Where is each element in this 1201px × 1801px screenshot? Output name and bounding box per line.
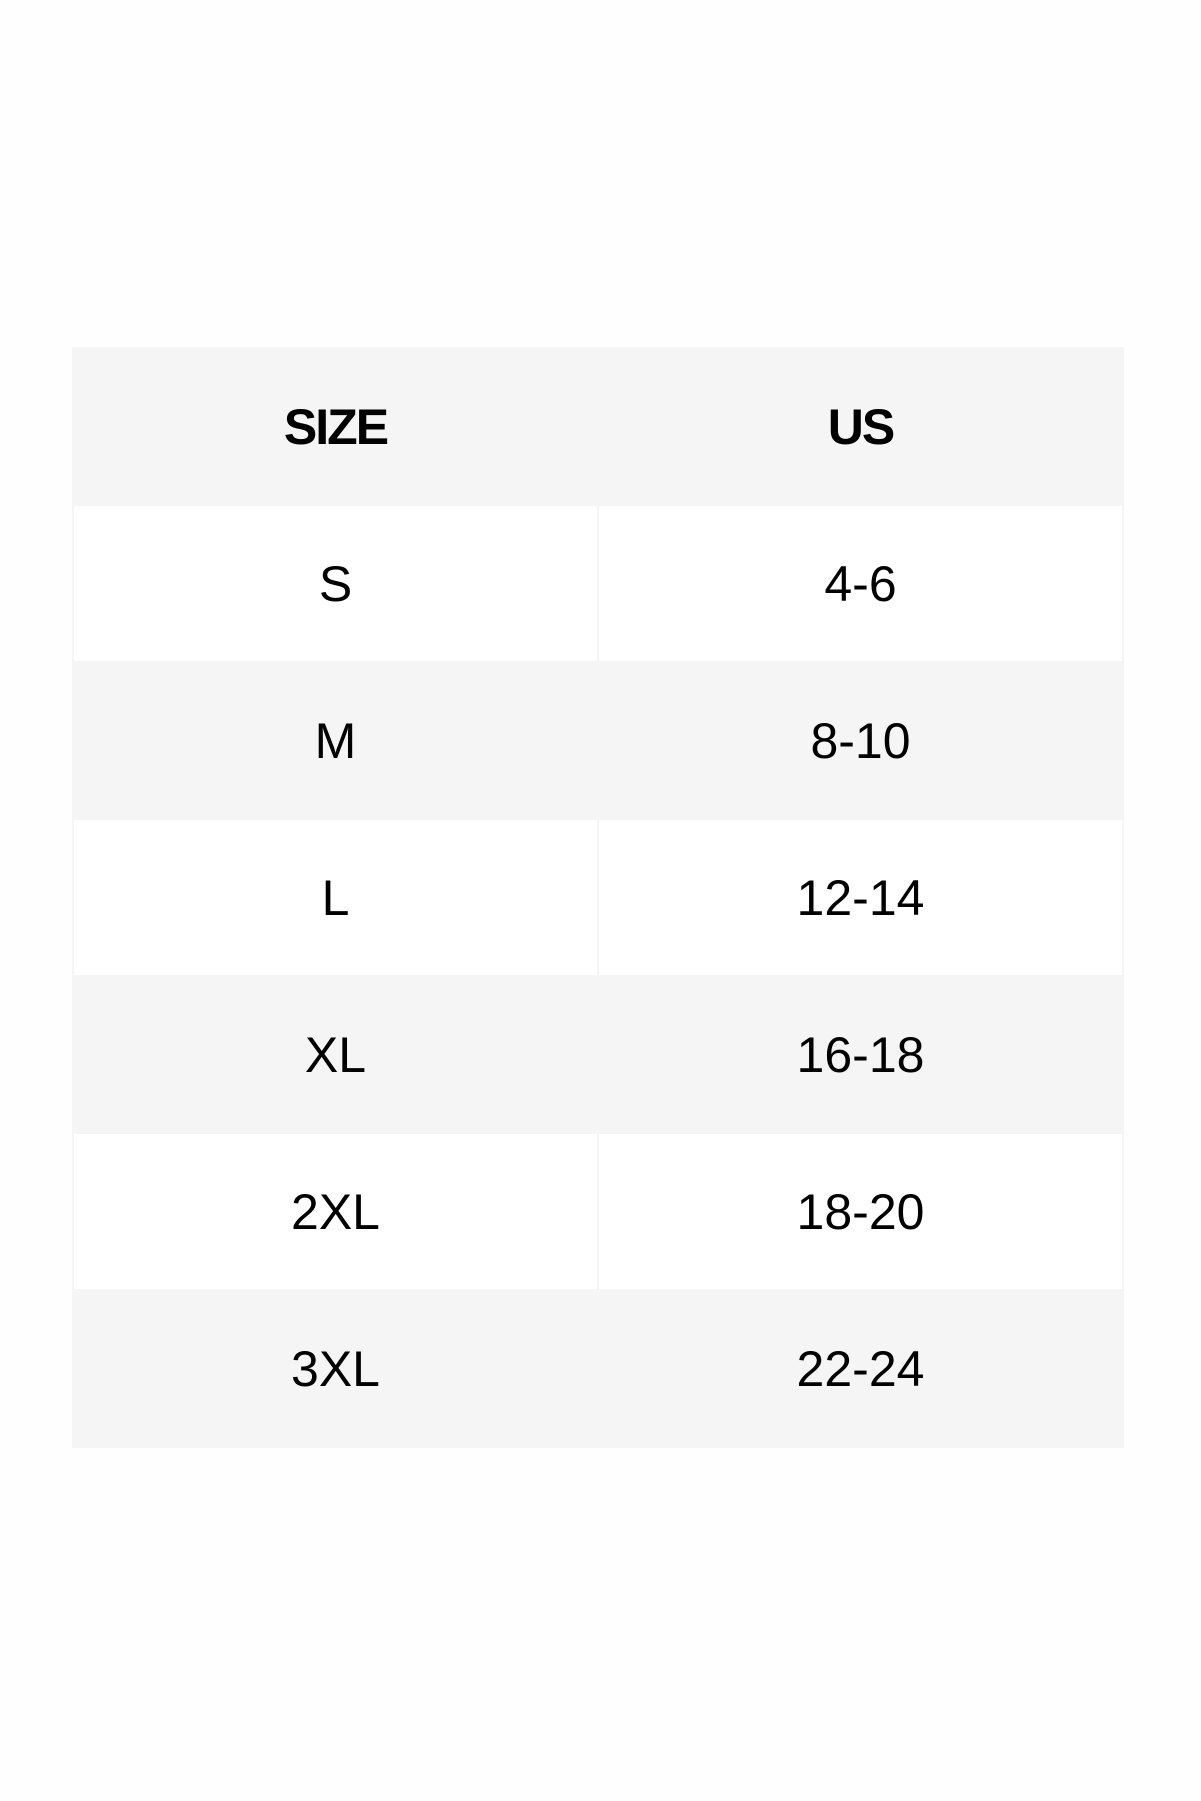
us-cell: 4-6	[599, 506, 1122, 661]
us-cell: 18-20	[599, 1134, 1122, 1289]
size-cell: S	[74, 506, 597, 661]
size-cell: XL	[74, 977, 597, 1132]
table-row: 3XL 22-24	[74, 1291, 1122, 1446]
us-cell: 8-10	[599, 663, 1122, 818]
size-chart-table: SIZE US S 4-6 M 8-10 L 12-14 XL 16-18 2X…	[72, 347, 1124, 1448]
us-cell: 16-18	[599, 977, 1122, 1132]
header-us: US	[827, 398, 895, 455]
size-cell: M	[74, 663, 597, 818]
table-row: XL 16-18	[74, 977, 1122, 1132]
header-row: SIZE US	[74, 349, 1122, 504]
table-row: 2XL 18-20	[74, 1134, 1122, 1289]
header-size: SIZE	[283, 398, 389, 455]
size-cell: 2XL	[74, 1134, 597, 1289]
table-row: S 4-6	[74, 506, 1122, 661]
us-cell: 22-24	[599, 1291, 1122, 1446]
size-cell: L	[74, 820, 597, 975]
table-row: L 12-14	[74, 820, 1122, 975]
table-row: M 8-10	[74, 663, 1122, 818]
size-cell: 3XL	[74, 1291, 597, 1446]
us-cell: 12-14	[599, 820, 1122, 975]
